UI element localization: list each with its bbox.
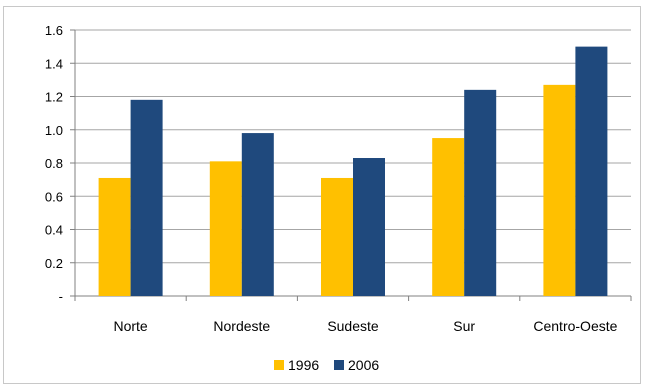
y-tick-label: -	[59, 289, 63, 304]
legend-label-1996: 1996	[288, 357, 319, 373]
y-tick-label: 0.2	[45, 256, 63, 271]
bar-2006-centro-oeste	[575, 46, 608, 296]
y-tick-label: 1.0	[45, 123, 63, 138]
y-tick-label: 1.6	[45, 23, 63, 38]
y-tick-label: 0.8	[45, 156, 63, 171]
y-tick-label: 1.4	[45, 56, 63, 71]
y-tick-label: 1.2	[45, 90, 63, 105]
x-category-label: Centro-Oeste	[533, 318, 617, 334]
bar-1996-norte	[98, 177, 131, 296]
x-category-label: Sudeste	[327, 318, 379, 334]
x-category-label: Sur	[453, 318, 475, 334]
y-tick-label: 0.4	[45, 223, 63, 238]
bar-2006-nordeste	[241, 133, 274, 296]
x-category-label: Norte	[113, 318, 147, 334]
x-category-label: Nordeste	[213, 318, 270, 334]
legend-label-2006: 2006	[348, 357, 379, 373]
bar-2006-sur	[464, 89, 497, 296]
bar-1996-sur	[432, 138, 465, 296]
legend-swatch-2006	[334, 360, 344, 370]
bar-1996-centro-oeste	[543, 84, 576, 296]
bar-1996-nordeste	[209, 161, 242, 296]
bar-2006-sudeste	[353, 158, 385, 296]
legend-swatch-1996	[274, 360, 284, 370]
bar-2006-norte	[130, 99, 163, 296]
bar-1996-sudeste	[321, 177, 353, 296]
y-tick-label: 0.6	[45, 189, 63, 204]
